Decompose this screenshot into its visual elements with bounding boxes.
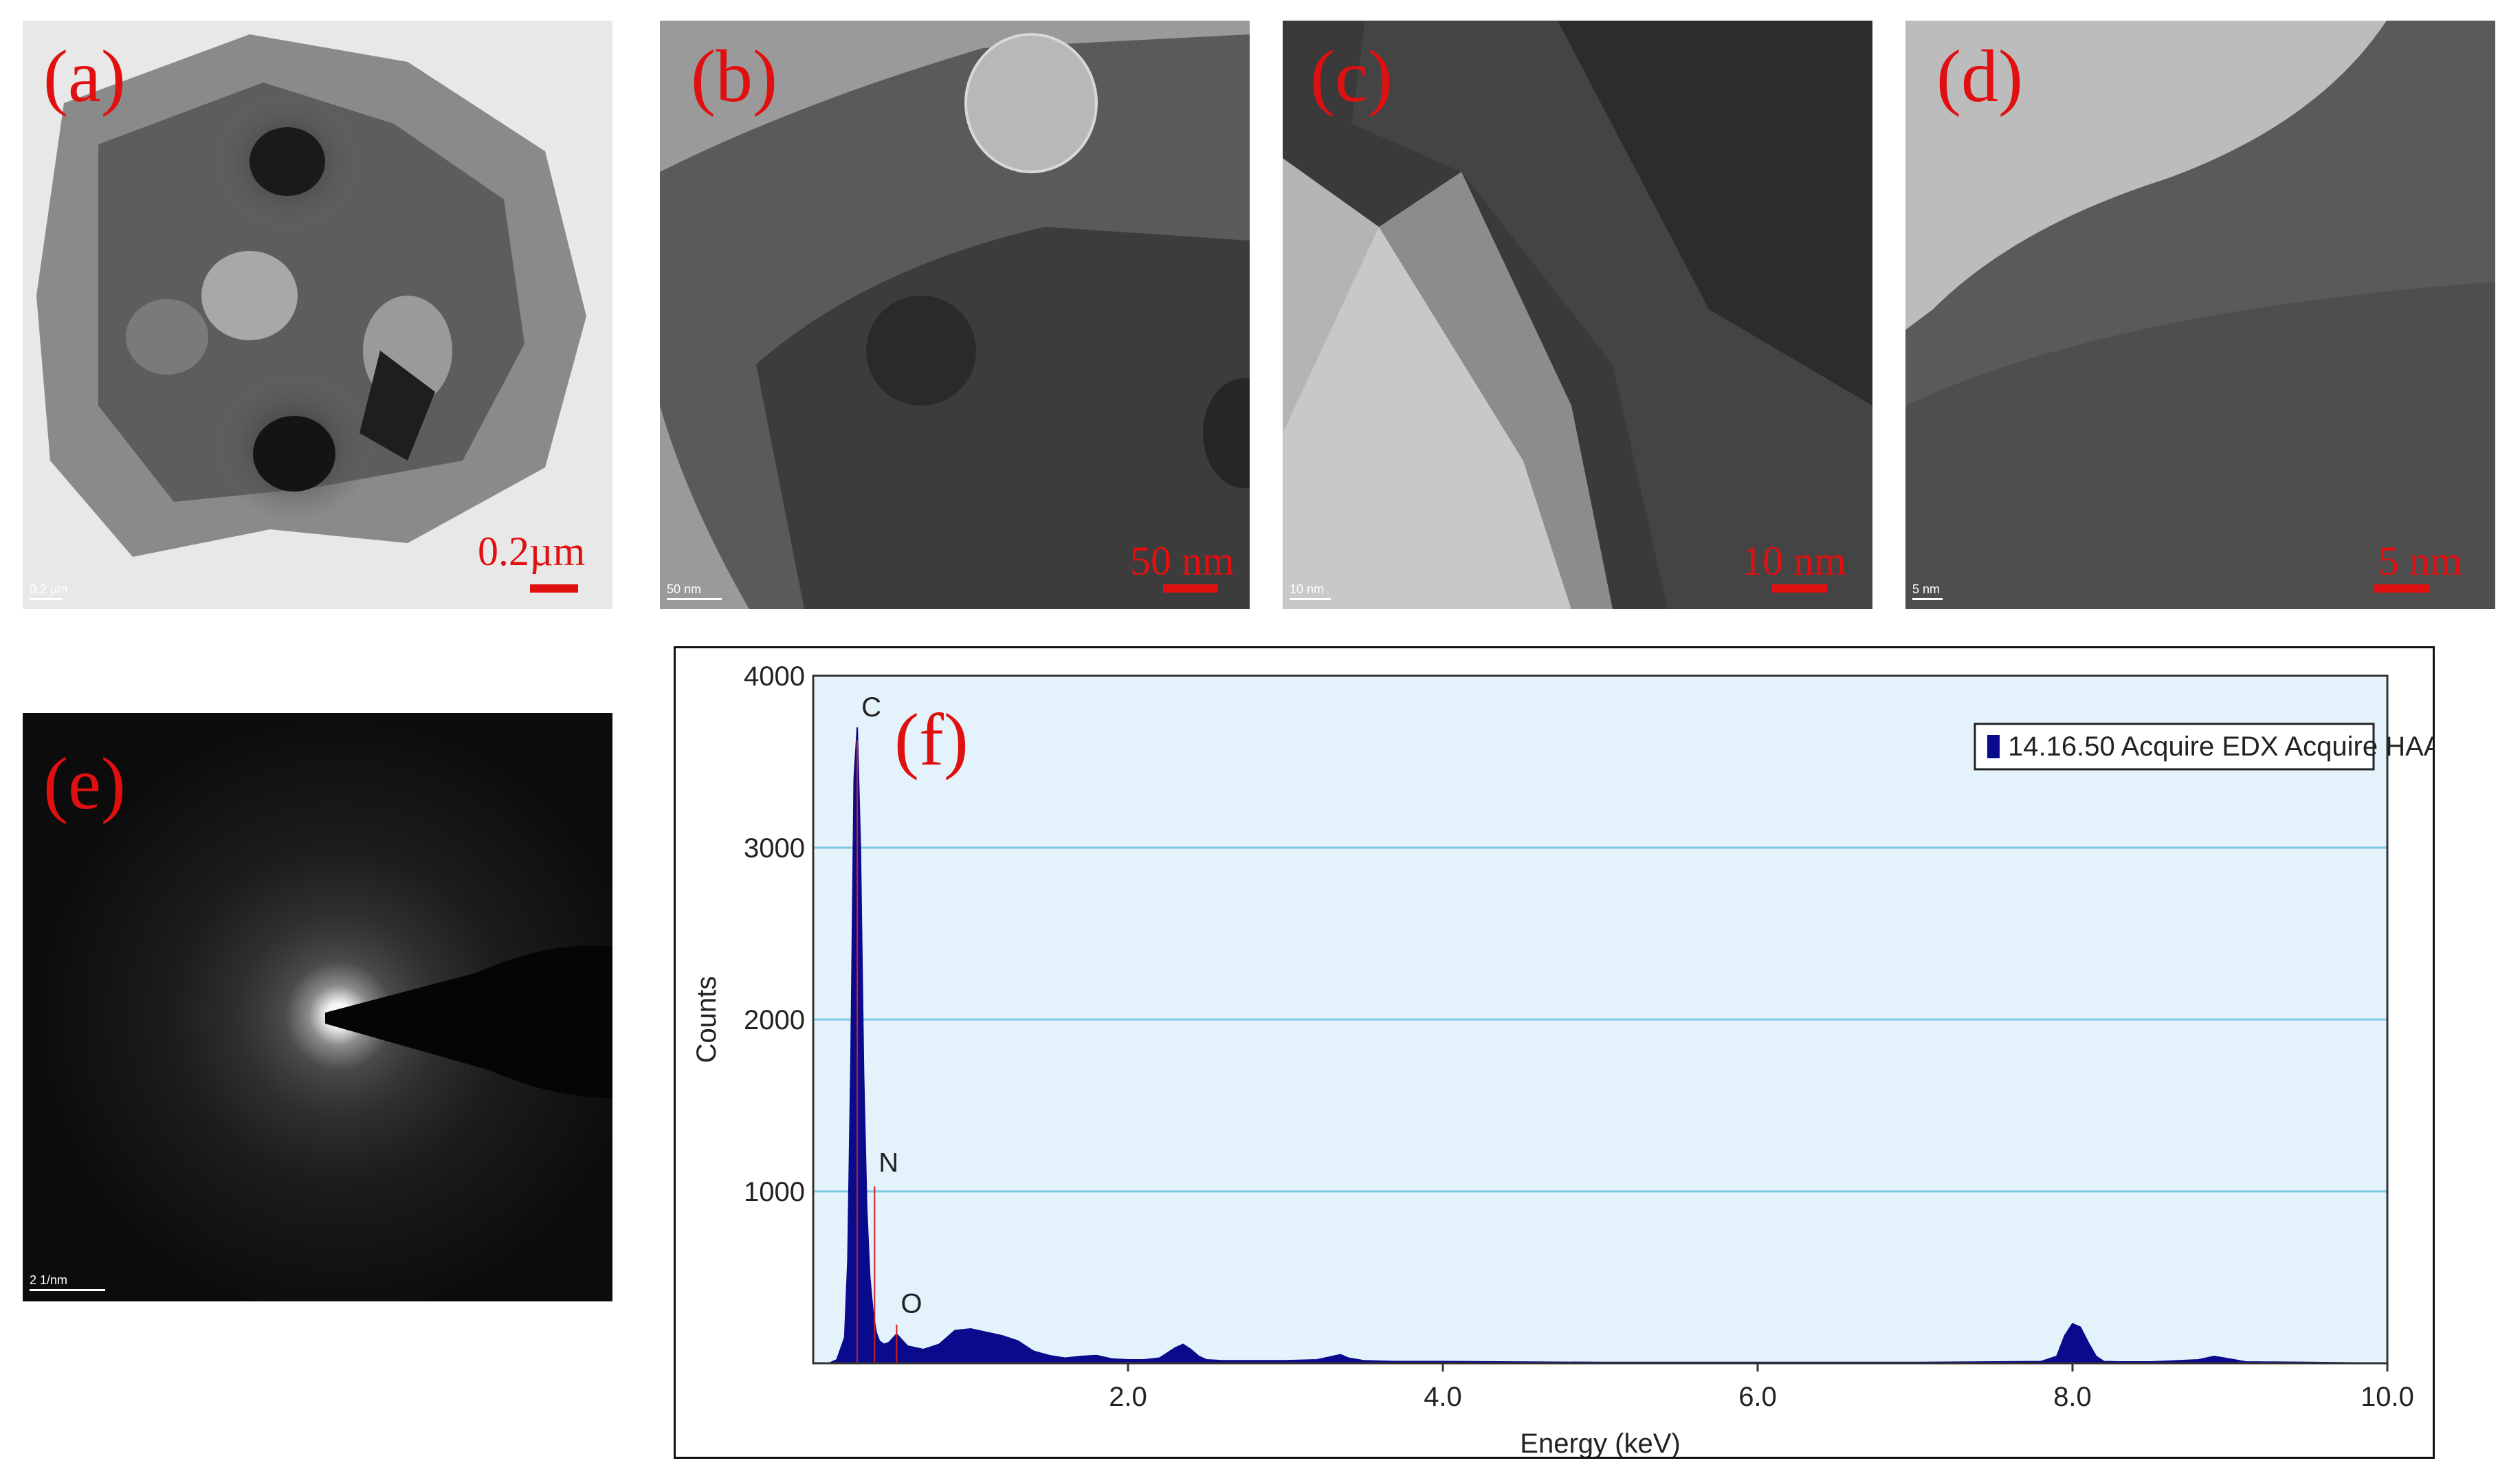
y-axis-label: Counts bbox=[692, 976, 722, 1064]
micro-scale-e: 2 1/nm bbox=[30, 1273, 68, 1287]
edx-spectrum-area bbox=[828, 727, 2388, 1364]
x-tick-labels: 2.0 4.0 6.0 8.0 10.0 bbox=[1109, 1363, 2414, 1412]
y-tick-label-3: 4000 bbox=[744, 661, 805, 692]
tem-image-d bbox=[1905, 21, 2495, 609]
tem-panel-a: (a) 0.2µm 0.2 µm bbox=[23, 21, 612, 609]
panel-label-a: (a) bbox=[43, 36, 126, 118]
micro-scale-line-a bbox=[30, 598, 63, 600]
x-tick-label-0: 2.0 bbox=[1109, 1382, 1147, 1412]
micro-scale-line-c bbox=[1290, 598, 1331, 600]
scale-bar-a bbox=[530, 584, 578, 593]
edx-chart-panel-f: 1000 2000 3000 4000 2.0 4.0 6.0 8.0 10.0 C N O En… bbox=[674, 646, 2435, 1459]
panel-label-f: (f) bbox=[894, 699, 969, 781]
diffraction-image-e bbox=[23, 713, 612, 1301]
tem-image-b bbox=[660, 21, 1250, 609]
panel-label-c: (c) bbox=[1310, 36, 1393, 118]
y-tick-label-1: 2000 bbox=[744, 1005, 805, 1035]
micro-scale-c: 10 nm bbox=[1290, 582, 1325, 596]
panel-label-b: (b) bbox=[691, 36, 777, 118]
edx-chart: 1000 2000 3000 4000 2.0 4.0 6.0 8.0 10.0 C N O En… bbox=[692, 661, 2433, 1457]
tem-image-a bbox=[23, 21, 612, 609]
scale-bar-b bbox=[1163, 584, 1218, 593]
scale-bar-d bbox=[2374, 584, 2429, 593]
element-markers bbox=[856, 740, 898, 1363]
scale-text-a: 0.2µm bbox=[478, 529, 586, 574]
y-tick-label-2: 3000 bbox=[744, 833, 805, 863]
micro-scale-a: 0.2 µm bbox=[30, 582, 68, 596]
micro-scale-d: 5 nm bbox=[1912, 582, 1941, 596]
tem-panel-d: (d) 5 nm 5 nm bbox=[1905, 21, 2495, 609]
y-tick-labels: 1000 2000 3000 4000 bbox=[744, 661, 805, 1207]
scale-text-c: 10 nm bbox=[1742, 538, 1846, 584]
legend-entry: 14.16.50 Acquire EDX Acquire HAADF Area … bbox=[2008, 731, 2433, 762]
y-tick-label-0: 1000 bbox=[744, 1177, 805, 1207]
scale-bar-c bbox=[1772, 584, 1827, 593]
micro-scale-line-b bbox=[667, 598, 722, 600]
tem-panel-b: (b) 50 nm 50 nm bbox=[660, 21, 1250, 609]
tem-panel-c: (c) 10 nm 10 nm bbox=[1283, 21, 1872, 609]
peak-label-N: N bbox=[878, 1148, 898, 1178]
x-tick-label-4: 10.0 bbox=[2361, 1382, 2414, 1412]
x-axis-label: Energy (keV) bbox=[1520, 1429, 1680, 1457]
legend-box bbox=[1974, 723, 2375, 771]
x-tick-label-2: 6.0 bbox=[1738, 1382, 1777, 1412]
x-tick-label-3: 8.0 bbox=[2053, 1382, 2092, 1412]
micro-scale-line-d bbox=[1912, 598, 1943, 600]
panel-label-e: (e) bbox=[43, 743, 126, 825]
tem-image-c bbox=[1283, 21, 1872, 609]
legend-swatch bbox=[1987, 735, 2000, 758]
peak-label-C: C bbox=[861, 692, 881, 723]
plot-border bbox=[812, 674, 2389, 1365]
scale-text-b: 50 nm bbox=[1130, 538, 1235, 584]
peak-labels: C N O bbox=[861, 692, 922, 1319]
scale-text-d: 5 nm bbox=[2378, 538, 2462, 584]
peak-label-O: O bbox=[900, 1289, 922, 1319]
legend: 14.16.50 Acquire EDX Acquire HAADF Area … bbox=[1974, 723, 2433, 771]
diffraction-panel-e: (e) 2 1/nm bbox=[23, 713, 612, 1301]
panel-label-d: (d) bbox=[1936, 36, 2023, 118]
x-tick-label-1: 4.0 bbox=[1424, 1382, 1462, 1412]
micro-scale-line-e bbox=[30, 1289, 105, 1291]
micro-scale-b: 50 nm bbox=[667, 582, 702, 596]
